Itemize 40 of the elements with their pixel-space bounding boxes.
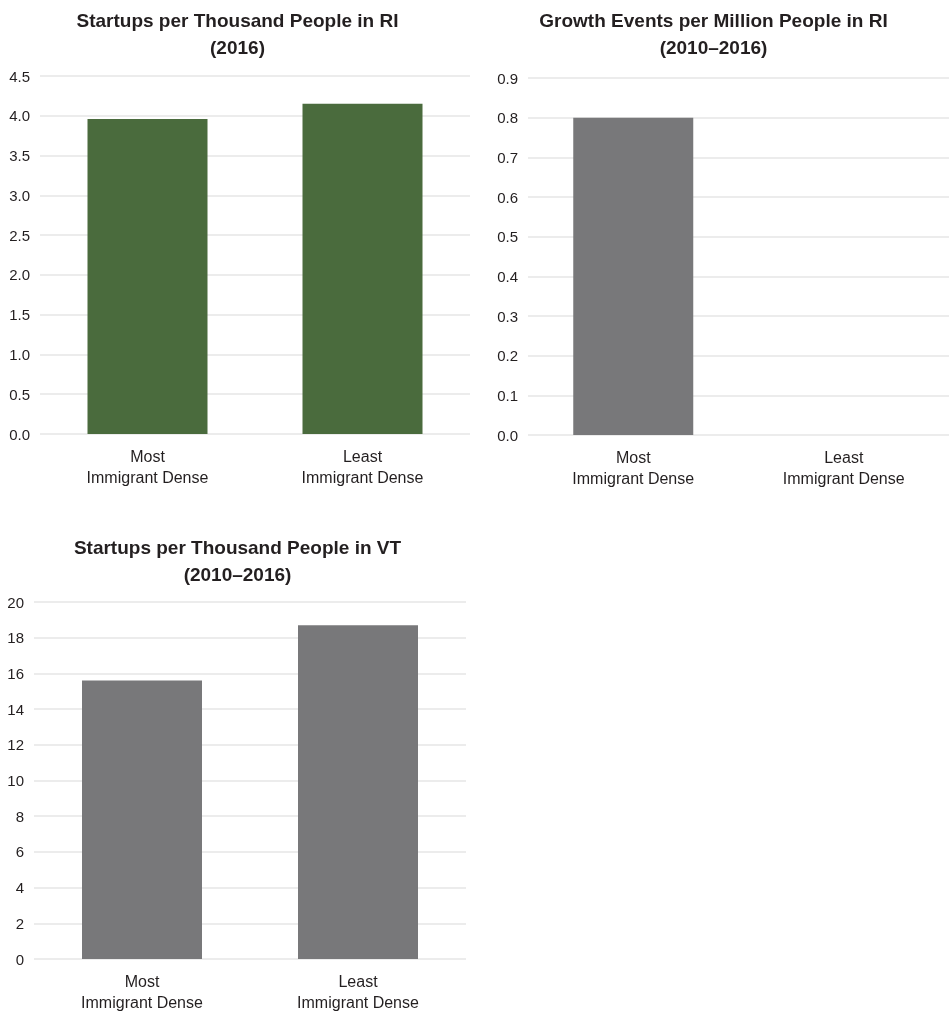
y-tick-label: 0.5 xyxy=(497,228,518,246)
y-tick-label: 6 xyxy=(15,843,24,861)
y-tick-label: 0.8 xyxy=(497,109,518,127)
chart-title: Startups per Thousand People in RI (2016) xyxy=(76,10,399,58)
x-tick-label: Most Immigrant Dense xyxy=(572,449,695,487)
y-tick-label: 4.5 xyxy=(9,67,30,85)
y-tick-label: 1.0 xyxy=(9,345,30,363)
x-tick-label: Least Immigrant Dense xyxy=(782,449,905,487)
y-tick-label: 0.5 xyxy=(9,385,30,403)
y-tick-label: 3.0 xyxy=(9,186,30,204)
y-tick-label: 2.5 xyxy=(9,226,30,244)
y-tick-label: 4 xyxy=(15,879,24,897)
y-tick-label: 16 xyxy=(7,664,24,682)
y-tick-label: 1.5 xyxy=(9,306,30,324)
chart-title: Growth Events per Million People in RI (2010–2016) xyxy=(539,10,888,58)
y-tick-label: 0.0 xyxy=(497,426,518,444)
y-tick-label: 3.5 xyxy=(9,147,30,165)
y-tick-label: 2.0 xyxy=(9,266,30,284)
y-tick-label: 8 xyxy=(15,807,24,825)
x-tick-label: Most Immigrant Dense xyxy=(81,973,204,1011)
chart-title: Startups per Thousand People in VT (2010–2016) xyxy=(73,537,402,585)
y-tick-label: 0.9 xyxy=(497,69,518,87)
y-tick-label: 0.1 xyxy=(497,386,518,404)
y-tick-label: 0.7 xyxy=(497,148,518,166)
y-tick-label: 0.6 xyxy=(497,188,518,206)
y-tick-label: 12 xyxy=(7,736,24,754)
x-tick-label: Least Immigrant Dense xyxy=(301,448,424,486)
y-tick-label: 0 xyxy=(15,950,24,968)
y-tick-label: 2 xyxy=(15,914,24,932)
y-tick-label: 4.0 xyxy=(9,107,30,125)
y-tick-label: 0.2 xyxy=(497,347,518,365)
y-tick-label: 20 xyxy=(7,593,24,611)
y-tick-label: 0.3 xyxy=(497,307,518,325)
y-tick-label: 0.0 xyxy=(9,425,30,443)
y-tick-label: 0.4 xyxy=(497,267,518,285)
y-tick-label: 10 xyxy=(7,772,24,789)
y-tick-label: 14 xyxy=(7,700,24,718)
x-tick-label: Least Immigrant Dense xyxy=(297,973,420,1011)
x-tick-label: Most Immigrant Dense xyxy=(86,448,209,486)
y-tick-label: 18 xyxy=(7,629,24,647)
